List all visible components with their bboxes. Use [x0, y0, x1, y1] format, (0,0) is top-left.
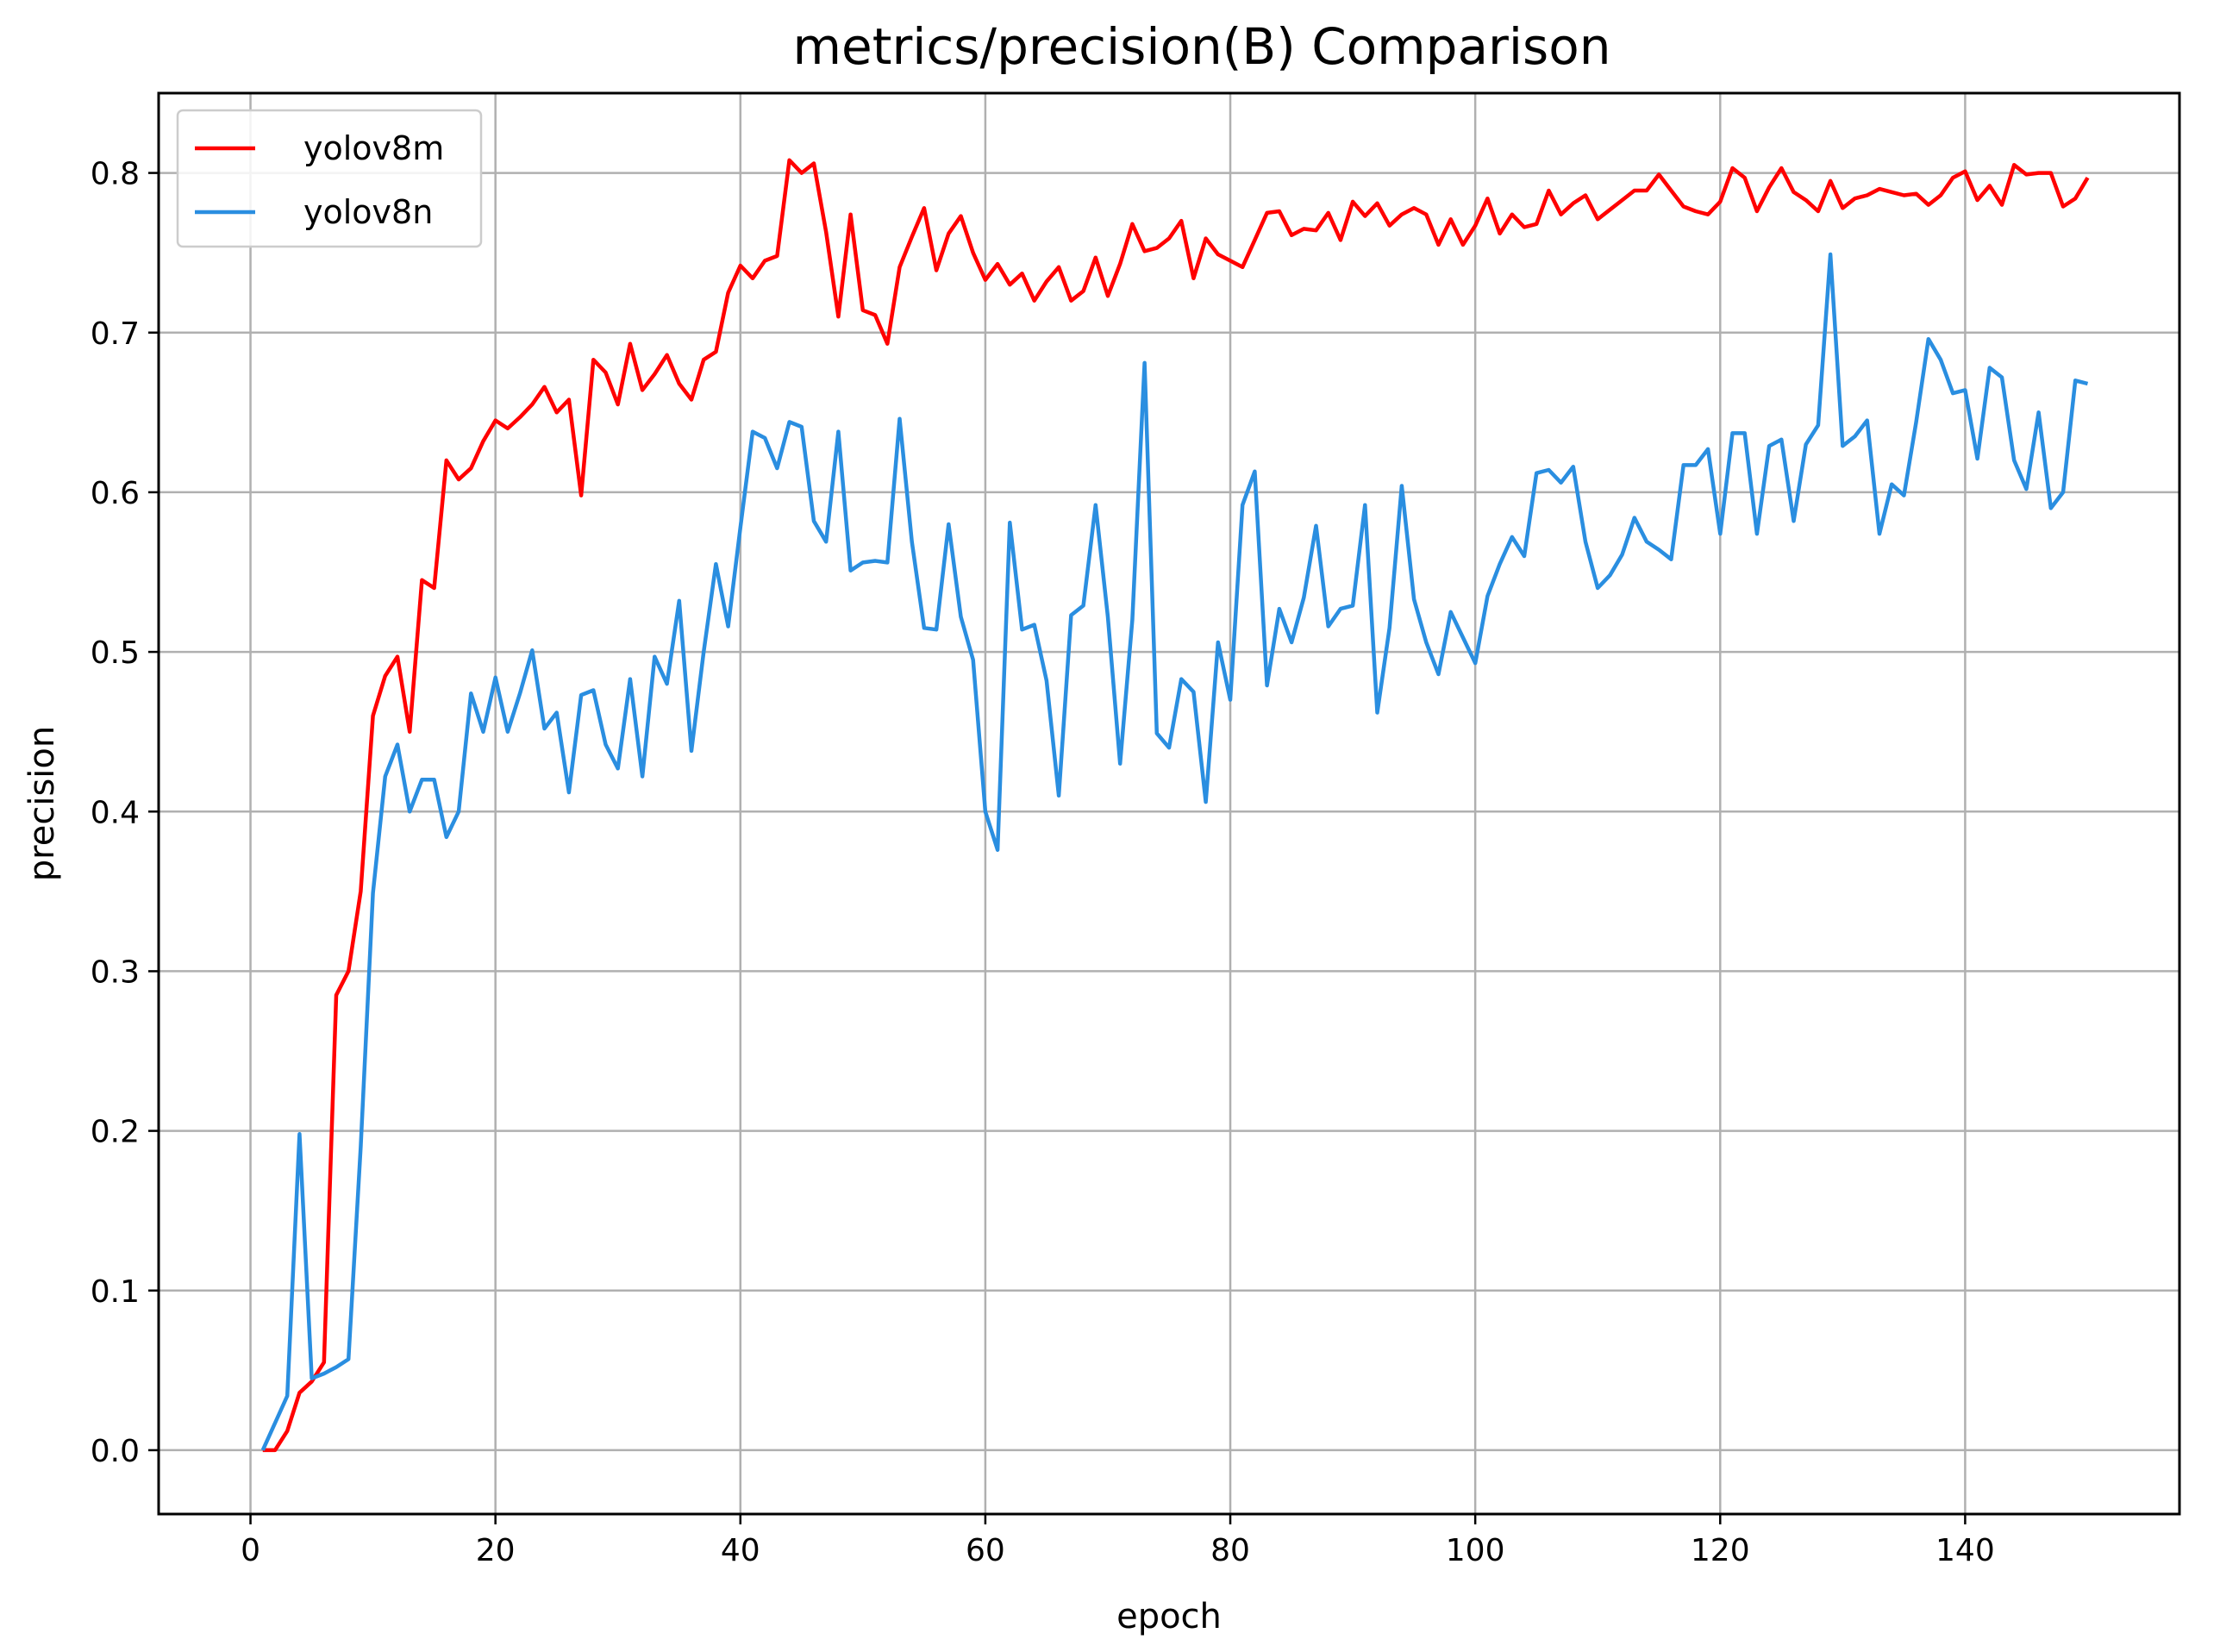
y-tick-label: 0.3	[91, 954, 140, 990]
x-axis-ticks: 0 20 40 60 80 100 120 140	[241, 1514, 1995, 1568]
y-tick-label: 0.4	[91, 795, 140, 830]
x-tick-label: 100	[1446, 1533, 1505, 1568]
y-tick-label: 0.2	[91, 1115, 140, 1150]
y-axis-ticks: 0.0 0.1 0.2 0.3 0.4 0.5 0.6 0.7 0.8	[91, 157, 159, 1469]
x-tick-label: 80	[1210, 1533, 1250, 1568]
y-axis-label: precision	[22, 726, 62, 881]
legend-label-yolov8m: yolov8m	[303, 129, 444, 167]
grid	[159, 93, 2179, 1514]
y-tick-label: 0.7	[91, 316, 140, 352]
chart-title: metrics/precision(B) Comparison	[793, 17, 1611, 76]
x-tick-label: 0	[241, 1533, 260, 1568]
x-tick-label: 140	[1935, 1533, 1995, 1568]
y-tick-label: 0.8	[91, 157, 140, 192]
x-tick-label: 120	[1691, 1533, 1750, 1568]
x-axis-label: epoch	[1116, 1597, 1222, 1636]
x-tick-label: 20	[476, 1533, 516, 1568]
x-tick-label: 40	[721, 1533, 760, 1568]
y-tick-label: 0.0	[91, 1434, 140, 1469]
y-tick-label: 0.5	[91, 635, 140, 671]
plot-frame	[157, 91, 2181, 1516]
series-lines	[260, 158, 2090, 1453]
y-tick-label: 0.1	[91, 1274, 140, 1310]
x-tick-label: 60	[966, 1533, 1005, 1568]
series-line-yolov8m	[262, 158, 2090, 1453]
series-line-yolov8n	[260, 252, 2089, 1451]
legend: yolov8m yolov8n	[176, 109, 483, 248]
legend-label-yolov8n: yolov8n	[303, 193, 433, 231]
y-tick-label: 0.6	[91, 476, 140, 511]
